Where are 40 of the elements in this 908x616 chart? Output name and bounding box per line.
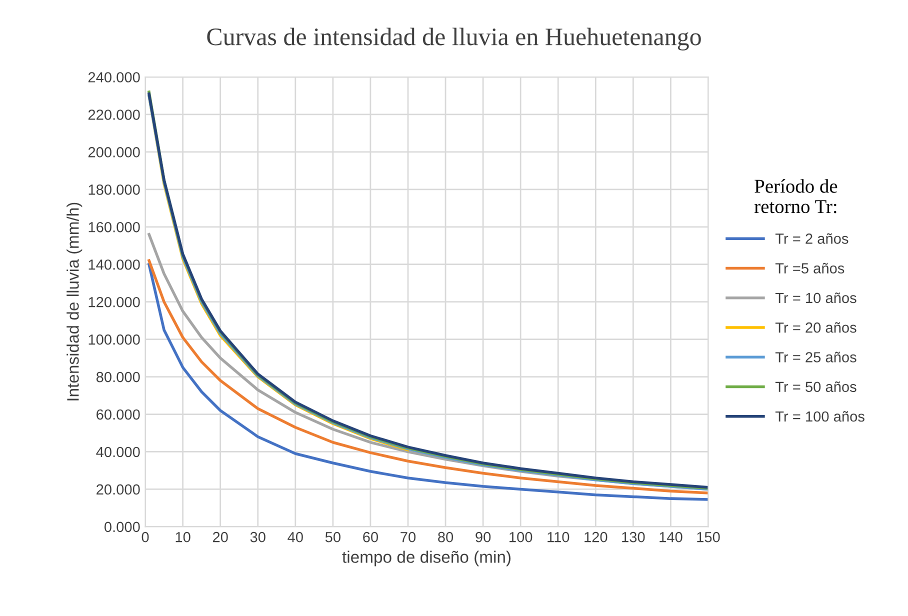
x-tick-label: 0 [142, 532, 149, 542]
y-tick-label: 60.000 [96, 409, 140, 420]
x-tick-label: 50 [325, 532, 340, 542]
chart-title: Curvas de intensidad de lluvia en Huehuetenango [207, 28, 701, 50]
x-tick-label: 110 [548, 532, 570, 542]
y-tick-label: 120.000 [88, 296, 140, 308]
x-tick-label: 10 [176, 532, 190, 542]
legend-label: Tr = 10 años [775, 292, 856, 304]
y-tick-label: 20.000 [96, 484, 140, 495]
x-tick-label: 130 [622, 532, 645, 542]
x-tick-label: 30 [250, 532, 266, 542]
x-tick-label: 70 [400, 532, 416, 542]
y-tick-label: 160.000 [88, 222, 140, 232]
y-axis-title: Intensidad de lluvia (mm/h) [66, 202, 82, 400]
y-tick-label: 180.000 [88, 184, 140, 195]
legend-title: Período de retorno Tr: [754, 179, 838, 214]
y-tick-label: 140.000 [88, 259, 140, 270]
x-tick-label: 20 [212, 532, 228, 542]
y-tick-label: 40.000 [96, 446, 140, 458]
x-tick-label: 90 [476, 532, 491, 542]
y-tick-label: 0.000 [104, 522, 140, 532]
x-tick-label: 100 [510, 532, 532, 542]
x-tick-label: 80 [438, 532, 454, 542]
x-tick-label: 60 [363, 532, 378, 542]
x-tick-label: 140 [660, 532, 682, 542]
y-tick-label: 80.000 [96, 372, 140, 382]
legend-label: Tr = 25 años [775, 352, 856, 362]
x-tick-label: 120 [584, 532, 608, 542]
y-tick-label: 100.000 [88, 334, 140, 345]
x-tick-label: 150 [697, 532, 720, 542]
x-axis-title: tiempo de diseño (min) [342, 550, 510, 566]
legend-label: Tr =5 años [775, 262, 844, 274]
y-tick-label: 200.000 [88, 147, 140, 158]
y-tick-label: 220.000 [88, 110, 140, 120]
legend-label: Tr = 50 años [775, 381, 856, 392]
legend-label: Tr = 2 años [775, 233, 848, 244]
legend-label: Tr = 20 años [775, 322, 856, 333]
legend-label: Tr = 100 años [775, 411, 864, 422]
y-tick-label: 240.000 [88, 72, 140, 82]
x-tick-label: 40 [288, 532, 303, 542]
